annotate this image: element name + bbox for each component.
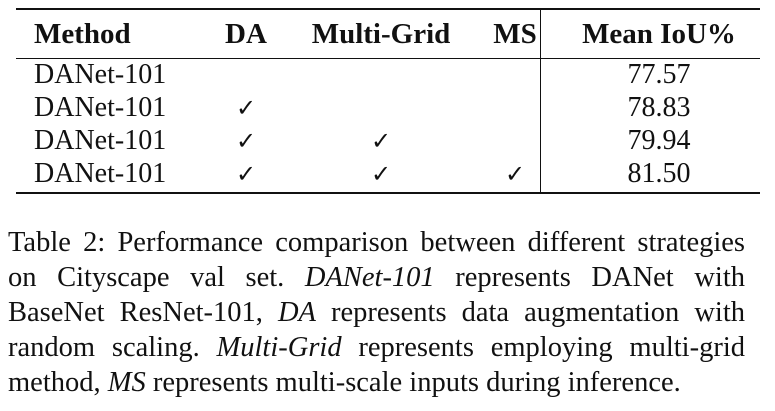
da-cell: ✓	[202, 124, 290, 157]
caption-term: MS	[107, 367, 146, 398]
method-cell: DANet-101	[34, 124, 167, 156]
table-top-rule	[16, 8, 760, 10]
header-ms: MS	[493, 17, 537, 50]
da-cell: ✓	[202, 91, 290, 124]
mean-iou-cell: 78.83	[627, 91, 691, 123]
table-row: DANet-101 ✓ ✓ ✓ 81.50	[16, 157, 760, 190]
da-cell	[202, 58, 290, 91]
results-table: Method DA Multi-Grid MS Mean IoU% DANet-…	[16, 10, 760, 190]
check-mark-icon: ✓	[370, 159, 392, 188]
multi-grid-cell	[290, 91, 472, 124]
caption-text: represents DANet with BaseNet ResNet-101…	[8, 262, 745, 328]
multi-grid-cell	[290, 58, 472, 91]
table-caption: Table 2: Performance comparison between …	[8, 225, 745, 400]
caption-term: DA	[277, 297, 316, 328]
mean-iou-cell: 81.50	[627, 157, 691, 189]
table-header-row: Method DA Multi-Grid MS Mean IoU%	[16, 10, 760, 58]
check-mark-icon: ✓	[504, 159, 526, 188]
ms-cell	[472, 58, 558, 91]
caption-term: Multi-Grid	[216, 332, 342, 363]
method-cell: DANet-101	[34, 58, 167, 90]
mean-iou-cell: 79.94	[627, 124, 691, 156]
check-mark-icon: ✓	[235, 93, 257, 122]
caption-text: represents data augmentation with random…	[8, 297, 745, 363]
multi-grid-cell: ✓	[290, 157, 472, 190]
check-mark-icon: ✓	[235, 159, 257, 188]
table-row: DANet-101 ✓ 78.83	[16, 91, 760, 124]
caption-term: DANet-101	[304, 262, 435, 293]
ms-cell	[472, 91, 558, 124]
caption-text: represents multi-scale inputs during inf…	[145, 367, 681, 398]
table-row: DANet-101 ✓ ✓ 79.94	[16, 124, 760, 157]
header-da: DA	[225, 17, 267, 50]
header-multi-grid: Multi-Grid	[311, 17, 451, 50]
multi-grid-cell: ✓	[290, 124, 472, 157]
table-bottom-rule	[16, 192, 760, 194]
ms-cell	[472, 124, 558, 157]
ms-cell: ✓	[472, 157, 558, 190]
mean-iou-cell: 77.57	[627, 58, 691, 90]
check-mark-icon: ✓	[235, 126, 257, 155]
caption-text: represents employing multi-grid method,	[8, 332, 745, 398]
check-mark-icon: ✓	[370, 126, 392, 155]
table-column-separator	[540, 10, 541, 192]
da-cell: ✓	[202, 157, 290, 190]
table-header-rule	[16, 58, 760, 59]
header-mean-iou: Mean IoU%	[582, 17, 736, 50]
table-body: DANet-101 77.57 DANet-101 ✓ 78.83 DANet-101 ✓ ✓…	[16, 58, 760, 190]
method-cell: DANet-101	[34, 157, 167, 189]
method-cell: DANet-101	[34, 91, 167, 123]
caption-text: Table 2: Performance comparison between …	[8, 227, 745, 293]
table-row: DANet-101 77.57	[16, 58, 760, 91]
header-method: Method	[34, 17, 131, 50]
